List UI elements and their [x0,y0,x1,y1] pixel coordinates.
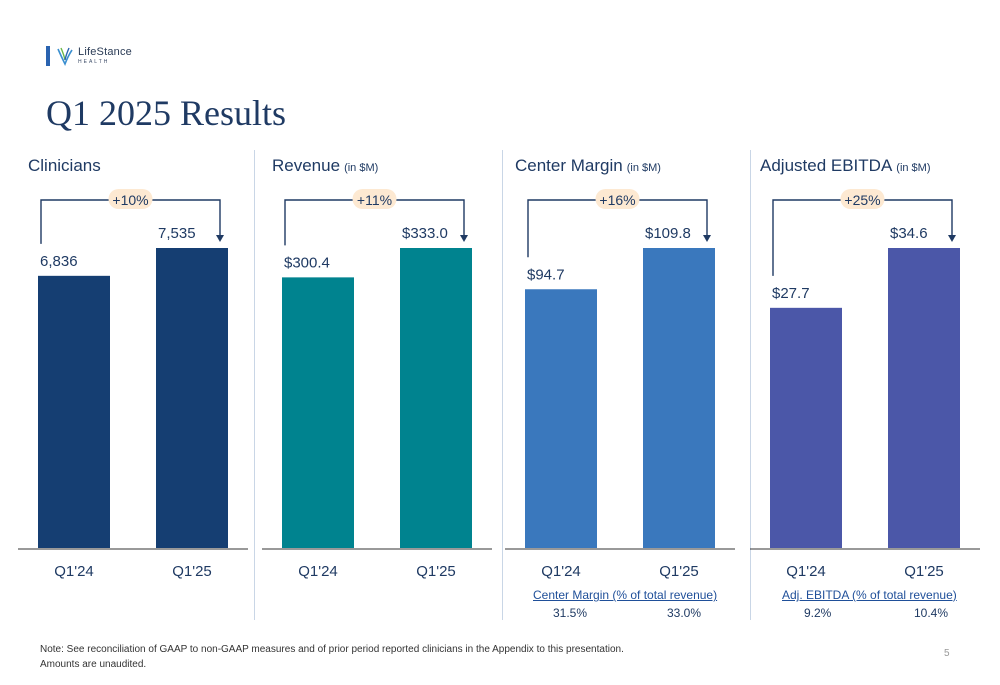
sub-metric-title: Adj. EBITDA (% of total revenue) [782,588,957,602]
chart-title: Adjusted EBITDA (in $M) [760,156,931,176]
x-tick-label: Q1'24 [541,563,581,580]
chart-adjusted-ebitda: $27.7 Q1'24 $34.6 Q1'25 +25% [750,189,980,580]
x-tick-label: Q1'24 [54,563,94,580]
chart-title-text: Revenue [272,156,341,175]
panel-divider [750,150,751,620]
chart-title-unit: (in $M) [344,162,379,174]
chart-panel-center-margin: Center Margin (in $M) $94.7 Q1'24 $109.8 Q1'… [505,150,740,620]
bar [282,277,354,548]
x-tick-label: Q1'25 [416,563,456,580]
bar [525,289,597,548]
x-tick-label: Q1'24 [298,563,338,580]
footnote-line: Amounts are unaudited. [40,659,147,670]
chart-revenue: $300.4 Q1'24 $333.0 Q1'25 +11% [262,189,492,580]
logo-subtitle: HEALTH [78,59,110,65]
growth-badge [840,189,885,209]
panel-divider [254,150,255,620]
chart-title-text: Center Margin [515,156,623,175]
chart-title-text: Clinicians [28,156,101,175]
sub-metric-title: Center Margin (% of total revenue) [533,588,718,602]
chart-clinicians: 6,836 Q1'24 7,535 Q1'25 +10% [18,189,248,580]
chart-title: Revenue (in $M) [272,156,378,176]
x-tick-label: Q1'24 [786,563,826,580]
growth-badge [595,189,640,209]
bar [156,248,228,548]
arrow-down-icon [703,235,711,242]
footnote: Note: See reconciliation of GAAP to non-… [40,642,624,672]
chart-panel-revenue: Revenue (in $M) $300.4 Q1'24 $333.0 Q1'25 +11… [262,150,492,620]
growth-label: +10% [112,192,148,208]
chart-title-text: Adjusted EBITDA [760,156,893,175]
company-logo: LifeStance HEALTH [46,44,132,68]
data-label: $300.4 [284,254,330,271]
growth-badge [352,189,397,209]
footnote-line: Note: See reconciliation of GAAP to non-… [40,644,624,655]
chart-center-margin: $94.7 Q1'24 $109.8 Q1'25 +16% [505,189,735,580]
arrow-down-icon [216,235,224,242]
arrow-down-icon [460,235,468,242]
chart-title-unit: (in $M) [896,162,931,174]
data-label: $27.7 [772,285,810,302]
data-label: 6,836 [40,253,78,270]
arrow-down-icon [948,235,956,242]
bar [770,307,842,548]
chart-title-unit: (in $M) [626,162,661,174]
growth-label: +11% [357,192,392,208]
chart-title: Clinicians [28,156,105,176]
sub-metric-value: 10.4% [914,606,949,620]
logo-leaf-icon [57,47,73,66]
data-label: $109.8 [645,225,691,242]
bar [888,248,960,548]
sub-metric-value: 31.5% [553,606,588,620]
growth-label: +16% [599,192,635,208]
data-label: $34.6 [890,225,928,242]
sub-metric-value: 33.0% [667,606,702,620]
bar [38,275,110,548]
x-tick-label: Q1'25 [904,563,944,580]
x-tick-label: Q1'25 [659,563,699,580]
chart-panel-clinicians: Clinicians 6,836 Q1'24 7,535 Q1'25 +10% [18,150,248,620]
page-number: 5 [944,648,950,659]
data-label: 7,535 [158,225,196,242]
panel-divider [502,150,503,620]
data-label: $94.7 [527,266,565,283]
data-label: $333.0 [402,225,448,242]
growth-label: +25% [844,192,880,208]
bar [643,248,715,548]
logo-bar [46,46,50,66]
bar [400,248,472,548]
growth-badge [108,189,153,209]
x-tick-label: Q1'25 [172,563,212,580]
page-title: Q1 2025 Results [46,93,287,133]
chart-panel-adjusted-ebitda: Adjusted EBITDA (in $M) $27.7 Q1'24 $34.6 Q1… [750,150,985,620]
chart-title: Center Margin (in $M) [515,156,661,176]
sub-metric-value: 9.2% [804,606,832,620]
logo-name: LifeStance [78,46,132,58]
